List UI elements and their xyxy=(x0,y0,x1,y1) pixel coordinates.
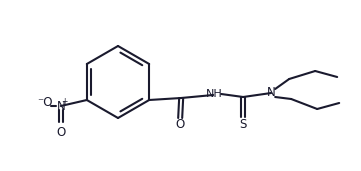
Text: NH: NH xyxy=(206,89,222,99)
Text: O: O xyxy=(175,119,185,131)
Text: N: N xyxy=(56,100,65,113)
Text: S: S xyxy=(239,117,247,130)
Text: O: O xyxy=(56,126,65,139)
Text: N: N xyxy=(267,87,275,100)
Text: ⁻O: ⁻O xyxy=(37,95,53,109)
Text: +: + xyxy=(62,96,68,106)
